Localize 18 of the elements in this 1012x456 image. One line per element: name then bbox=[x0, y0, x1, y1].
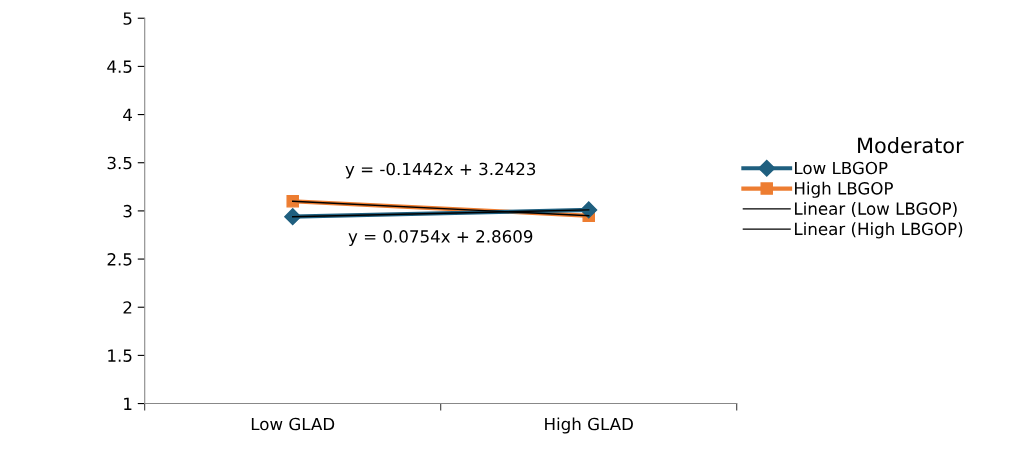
y-tick-label: 2 bbox=[123, 301, 132, 314]
y-tick-label: 3 bbox=[123, 204, 132, 218]
y-tick-label: 4 bbox=[123, 108, 132, 121]
y-tick-label: 1.5 bbox=[108, 349, 132, 362]
y-tick-label: 4.5 bbox=[107, 60, 132, 73]
legend-label: Linear (High LBGOP) bbox=[795, 222, 963, 239]
annotation: y = 0.0754x + 2.8609 bbox=[348, 230, 533, 246]
y-tick-label: 1 bbox=[124, 397, 132, 410]
y-tick-label: 2.5 bbox=[107, 253, 132, 266]
y-tick-label: 3.5 bbox=[107, 156, 132, 170]
x-tick-label: High GLAD bbox=[545, 417, 633, 434]
legend-label: Linear (Low LBGOP) bbox=[795, 202, 957, 217]
legend-label: Low LBGOP bbox=[795, 161, 888, 175]
y-tick-label: 5 bbox=[123, 12, 132, 25]
legend-label: High LBGOP bbox=[795, 181, 893, 198]
x-tick-label: Low GLAD bbox=[251, 417, 335, 431]
annotation: y = -0.1442x + 3.2423 bbox=[345, 162, 536, 179]
legend-title: Moderator bbox=[858, 137, 964, 154]
